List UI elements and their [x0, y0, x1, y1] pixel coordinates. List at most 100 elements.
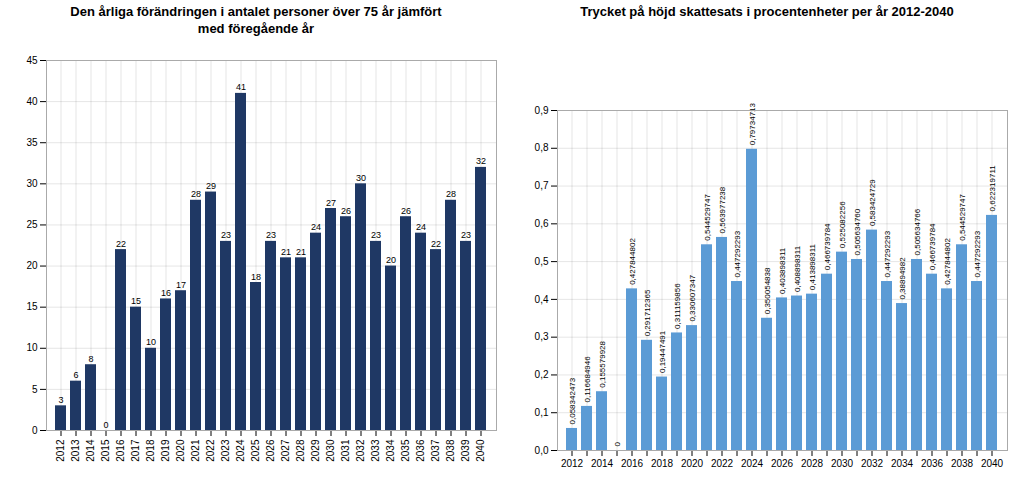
- svg-text:0,8: 0,8: [535, 142, 549, 153]
- svg-text:2034: 2034: [385, 439, 396, 462]
- svg-text:0,427844802: 0,427844802: [628, 237, 637, 284]
- svg-text:23: 23: [221, 230, 231, 240]
- svg-text:0,330607347: 0,330607347: [688, 274, 697, 321]
- svg-text:0,544529747: 0,544529747: [958, 193, 967, 240]
- svg-text:0,116684946: 0,116684946: [583, 356, 592, 403]
- svg-text:0,0: 0,0: [535, 444, 549, 455]
- svg-text:2025: 2025: [250, 439, 261, 462]
- svg-text:3: 3: [58, 395, 63, 405]
- svg-text:2023: 2023: [220, 439, 231, 462]
- svg-text:0,408898311: 0,408898311: [793, 245, 802, 292]
- svg-text:2018: 2018: [145, 439, 156, 462]
- svg-text:0,525082256: 0,525082256: [838, 201, 847, 248]
- svg-text:2040: 2040: [981, 457, 1004, 468]
- svg-text:2031: 2031: [340, 439, 351, 462]
- svg-text:21: 21: [296, 247, 306, 257]
- svg-text:0,622319711: 0,622319711: [988, 165, 997, 212]
- svg-text:24: 24: [416, 222, 426, 232]
- svg-text:0,447292293: 0,447292293: [883, 230, 892, 277]
- svg-text:32: 32: [476, 156, 486, 166]
- svg-text:2020: 2020: [175, 439, 186, 462]
- svg-text:2022: 2022: [205, 439, 216, 462]
- svg-text:2032: 2032: [355, 439, 366, 462]
- svg-text:2032: 2032: [861, 457, 884, 468]
- svg-text:0,505634760: 0,505634760: [853, 208, 862, 255]
- svg-text:28: 28: [446, 189, 456, 199]
- svg-text:0,058342473: 0,058342473: [568, 377, 577, 424]
- svg-text:15: 15: [26, 301, 38, 312]
- svg-text:21: 21: [281, 247, 291, 257]
- svg-text:2029: 2029: [310, 439, 321, 462]
- svg-text:2039: 2039: [460, 439, 471, 462]
- svg-text:20: 20: [386, 255, 396, 265]
- svg-text:2035: 2035: [400, 439, 411, 462]
- svg-text:2012: 2012: [561, 457, 584, 468]
- svg-text:2033: 2033: [370, 439, 381, 462]
- svg-text:0,4: 0,4: [535, 293, 549, 304]
- svg-text:2030: 2030: [831, 457, 854, 468]
- svg-text:0,544529747: 0,544529747: [703, 193, 712, 240]
- svg-text:2037: 2037: [430, 439, 441, 462]
- svg-text:2028: 2028: [295, 439, 306, 462]
- svg-text:23: 23: [371, 230, 381, 240]
- svg-text:28: 28: [191, 189, 201, 199]
- svg-text:0,7: 0,7: [535, 180, 549, 191]
- svg-text:10: 10: [26, 342, 38, 353]
- svg-text:0,427844802: 0,427844802: [943, 237, 952, 284]
- svg-text:2022: 2022: [711, 457, 734, 468]
- svg-text:2013: 2013: [70, 439, 81, 462]
- svg-text:0,505634766: 0,505634766: [913, 208, 922, 255]
- svg-text:23: 23: [266, 230, 276, 240]
- svg-text:0,466739784: 0,466739784: [823, 223, 832, 270]
- svg-text:2024: 2024: [235, 439, 246, 462]
- svg-text:0,447292293: 0,447292293: [973, 230, 982, 277]
- svg-text:2016: 2016: [621, 457, 644, 468]
- svg-text:23: 23: [461, 230, 471, 240]
- svg-text:2026: 2026: [771, 457, 794, 468]
- svg-text:2038: 2038: [951, 457, 974, 468]
- svg-text:0,403898311: 0,403898311: [778, 247, 787, 294]
- svg-text:2036: 2036: [921, 457, 944, 468]
- svg-text:0,155579928: 0,155579928: [598, 340, 607, 387]
- svg-text:2026: 2026: [265, 439, 276, 462]
- svg-text:5: 5: [32, 383, 38, 394]
- svg-text:0: 0: [613, 441, 622, 446]
- svg-text:26: 26: [401, 206, 411, 216]
- svg-text:0,19447491: 0,19447491: [658, 330, 667, 373]
- svg-text:29: 29: [206, 181, 216, 191]
- svg-text:0,79734713: 0,79734713: [748, 102, 757, 145]
- svg-text:2016: 2016: [115, 439, 126, 462]
- svg-text:0,311159856: 0,311159856: [673, 283, 682, 329]
- svg-text:0,38894982: 0,38894982: [898, 257, 907, 300]
- svg-text:45: 45: [26, 54, 38, 65]
- svg-text:2027: 2027: [280, 439, 291, 462]
- svg-text:2018: 2018: [651, 457, 674, 468]
- svg-text:35: 35: [26, 137, 38, 148]
- svg-text:2014: 2014: [591, 457, 614, 468]
- svg-text:0,5: 0,5: [535, 256, 549, 267]
- svg-text:30: 30: [26, 178, 38, 189]
- svg-text:22: 22: [431, 238, 441, 248]
- svg-text:25: 25: [26, 219, 38, 230]
- svg-text:2036: 2036: [415, 439, 426, 462]
- svg-text:10: 10: [146, 337, 156, 347]
- svg-text:41: 41: [236, 82, 246, 92]
- svg-text:2015: 2015: [100, 439, 111, 462]
- svg-text:18: 18: [251, 271, 261, 281]
- svg-text:0: 0: [103, 419, 108, 429]
- svg-text:0,1: 0,1: [535, 407, 549, 418]
- svg-text:20: 20: [26, 260, 38, 271]
- svg-text:2030: 2030: [325, 439, 336, 462]
- svg-text:0,6: 0,6: [535, 218, 549, 229]
- svg-text:26: 26: [341, 206, 351, 216]
- svg-text:2012: 2012: [55, 439, 66, 462]
- svg-text:16: 16: [161, 288, 171, 298]
- svg-text:0,2: 0,2: [535, 369, 549, 380]
- svg-text:2020: 2020: [681, 457, 704, 468]
- svg-text:17: 17: [176, 280, 186, 290]
- svg-text:0,291712365: 0,291712365: [643, 289, 652, 336]
- svg-text:2024: 2024: [741, 457, 764, 468]
- svg-text:2017: 2017: [130, 439, 141, 462]
- svg-text:0,9: 0,9: [535, 104, 549, 115]
- svg-text:6: 6: [73, 370, 78, 380]
